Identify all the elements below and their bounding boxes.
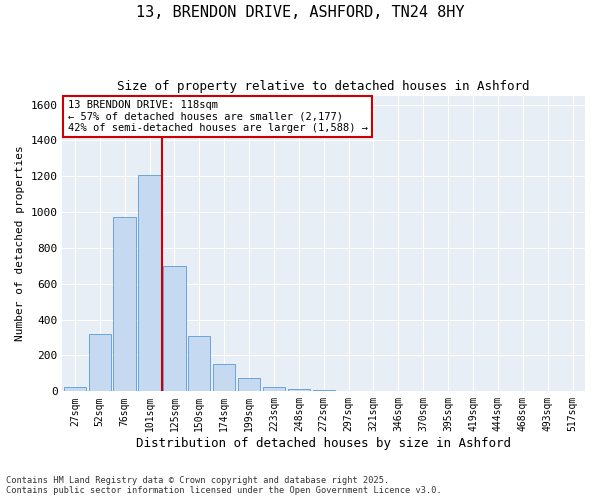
Bar: [263, 387, 285, 392]
Y-axis label: Number of detached properties: Number of detached properties: [15, 146, 25, 342]
Bar: [89, 334, 111, 392]
X-axis label: Distribution of detached houses by size in Ashford: Distribution of detached houses by size …: [136, 437, 511, 450]
Title: Size of property relative to detached houses in Ashford: Size of property relative to detached ho…: [118, 80, 530, 93]
Bar: [238, 378, 260, 392]
Bar: [287, 388, 310, 392]
Bar: [113, 218, 136, 392]
Bar: [188, 336, 211, 392]
Text: Contains HM Land Registry data © Crown copyright and database right 2025.
Contai: Contains HM Land Registry data © Crown c…: [6, 476, 442, 495]
Bar: [139, 176, 161, 392]
Bar: [163, 266, 185, 392]
Text: 13 BRENDON DRIVE: 118sqm
← 57% of detached houses are smaller (2,177)
42% of sem: 13 BRENDON DRIVE: 118sqm ← 57% of detach…: [68, 100, 368, 133]
Bar: [313, 390, 335, 392]
Bar: [64, 387, 86, 392]
Bar: [213, 364, 235, 392]
Text: 13, BRENDON DRIVE, ASHFORD, TN24 8HY: 13, BRENDON DRIVE, ASHFORD, TN24 8HY: [136, 5, 464, 20]
